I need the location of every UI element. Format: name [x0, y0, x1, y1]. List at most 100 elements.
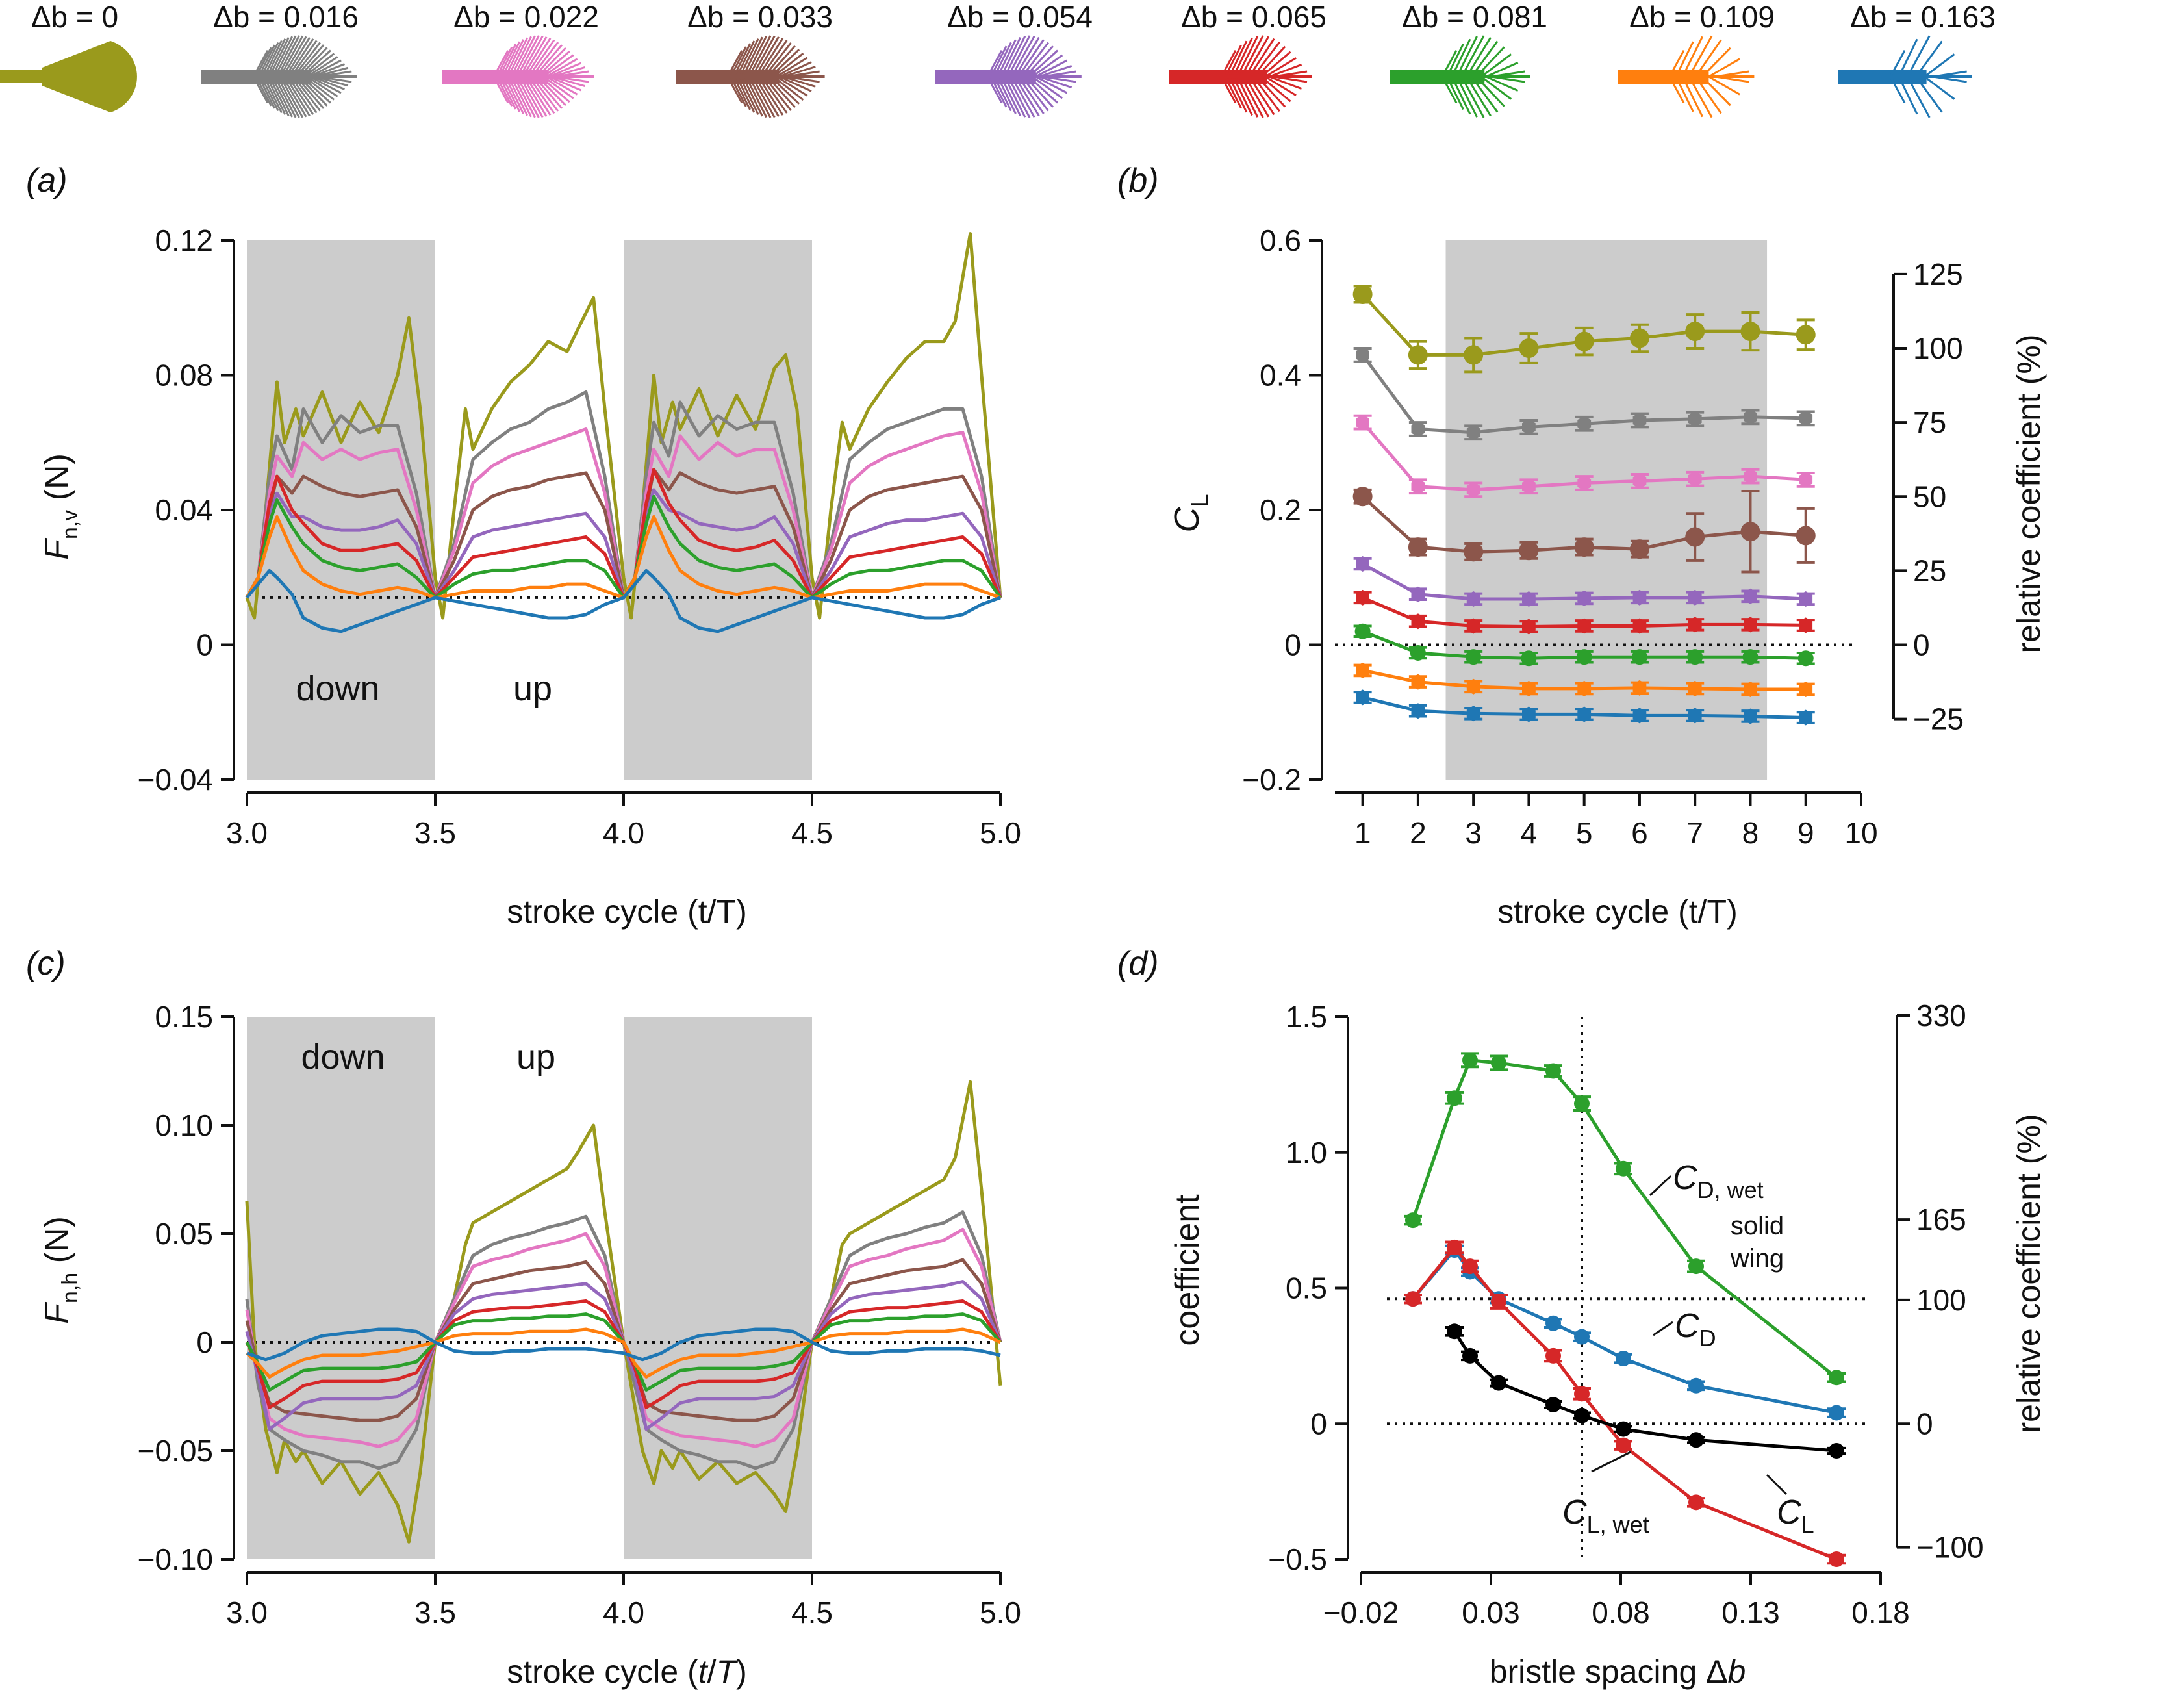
wing-bristle — [271, 76, 294, 118]
wing-bristle — [1694, 39, 1722, 77]
wing-bristle — [744, 35, 768, 77]
axes: −0.02 0.03 0.08 0.13 0.18 −0.5 0 0.5 1.0 1.5 −100 0… — [1268, 999, 1983, 1629]
wing-bristle — [522, 36, 548, 77]
y-tick-label: 0 — [196, 628, 213, 662]
data-point — [1408, 345, 1428, 365]
y2-tick-label: 75 — [1913, 405, 1946, 439]
wing-bristle — [542, 54, 574, 78]
data-point — [1797, 650, 1814, 667]
data-point — [1574, 1386, 1590, 1402]
stroke-phase-shade — [624, 1017, 812, 1559]
wing-bristle — [1248, 76, 1275, 116]
wing-bristle — [266, 38, 286, 77]
plot-area: −0.02 0.03 0.08 0.13 0.18 −0.5 0 0.5 1.0 1.5 −100 0… — [1268, 999, 1983, 1629]
wing-bristle — [993, 42, 1012, 77]
wing-bristle — [292, 42, 321, 77]
clwet-leader-line — [1591, 1451, 1631, 1473]
wing-bristle — [552, 75, 585, 88]
x-tick-label: 3.0 — [226, 1596, 268, 1629]
wing-bristle — [537, 75, 566, 107]
wing-bristle — [1028, 75, 1059, 104]
y-tick-label: 0.5 — [1286, 1271, 1327, 1305]
y-tick-label: 0.2 — [1260, 493, 1301, 527]
data-point — [1577, 706, 1592, 722]
wing-bristle — [1252, 76, 1280, 112]
wing-legend-label: Δb = 0.065 — [1181, 0, 1327, 34]
wing-bristle — [1451, 76, 1471, 115]
panel-b-ylabel: CL — [1167, 494, 1213, 532]
wing-bristle — [314, 75, 349, 87]
wing-bristle — [1035, 59, 1068, 78]
data-point — [1352, 285, 1373, 304]
wing-bristle — [739, 38, 759, 77]
data-point — [1796, 526, 1816, 546]
wing-bristle — [498, 76, 517, 110]
data-point — [1744, 409, 1757, 425]
data-point — [1462, 1347, 1478, 1364]
wing-bristle — [1248, 38, 1275, 77]
wing-bristle — [1446, 43, 1464, 77]
y-tick-label: 0 — [1284, 628, 1301, 662]
x-tick-label: −0.02 — [1323, 1596, 1399, 1629]
wing-bristle — [1220, 49, 1237, 77]
wing-bristle — [1224, 45, 1242, 77]
x-tick-label: 5.0 — [980, 816, 1021, 850]
wing-bristle — [502, 76, 521, 112]
data-point — [1352, 487, 1373, 507]
data-point — [1466, 706, 1480, 722]
series-group — [1404, 1052, 1846, 1567]
panel-b-xlabel: stroke cycle (t/T) — [1497, 893, 1737, 930]
y-tick-label: 0.4 — [1260, 359, 1301, 392]
wing-bristle — [527, 76, 555, 114]
wing-bristle — [1898, 76, 1918, 115]
wing-bristle — [548, 75, 582, 92]
wing-bristle — [513, 76, 536, 118]
data-point — [1742, 649, 1759, 665]
panel-b-cl-per-cycle: 1 2 3 4 5 6 7 8 9 10 −0.2 0 0.2 0.4 0.6 −25 0 25 50 75 100 12… — [1117, 162, 2047, 930]
wing-bristle — [993, 76, 1012, 112]
data-point — [1447, 1323, 1462, 1340]
panel-c-annotation-up: up — [516, 1038, 555, 1077]
plot-area: 1 2 3 4 5 6 7 8 9 10 −0.2 0 0.2 0.4 0.6 −25 0 25 50 75 100 12… — [1242, 223, 1964, 850]
wing-bristle — [742, 36, 763, 77]
wing-bristle — [1264, 75, 1297, 97]
panel-b-y2label: relative coefficient (%) — [2011, 335, 2047, 654]
wing-bristle — [1269, 64, 1302, 78]
wing-bristle — [1889, 76, 1906, 104]
wing-bristle — [726, 49, 743, 77]
y2-tick-label: 25 — [1913, 554, 1946, 587]
wing-bristle — [733, 43, 751, 77]
wing-bristle — [748, 35, 772, 77]
wing-bristle — [546, 58, 578, 78]
data-point — [1688, 1258, 1704, 1275]
data-point — [1616, 1160, 1631, 1177]
panel-d-label: (d) — [1117, 945, 1159, 982]
series-group — [1352, 285, 1816, 726]
wing-bristle — [1028, 49, 1059, 78]
panel-c-label: (c) — [26, 945, 66, 982]
data-point — [1574, 1407, 1590, 1423]
data-point — [1629, 539, 1649, 559]
x-tick-label: 5.0 — [980, 1596, 1021, 1629]
wing-bristle — [496, 46, 513, 77]
wing-bristle — [252, 76, 269, 104]
wing-bristle — [271, 36, 294, 77]
y-tick-label: −0.2 — [1242, 763, 1301, 797]
data-point — [1616, 1421, 1631, 1437]
wing-bristle — [733, 76, 751, 110]
wing-bristle — [285, 36, 311, 77]
wing-bristle — [279, 76, 304, 118]
wing-legend-label: Δb = 0.033 — [687, 0, 833, 34]
data-point — [1411, 421, 1425, 437]
data-point — [1829, 1405, 1844, 1421]
data-point — [1574, 1095, 1590, 1112]
wing-bristle — [290, 76, 318, 114]
wing-solid-blade — [42, 41, 137, 112]
panel-d-xlabel: bristle spacing Δb — [1490, 1653, 1746, 1690]
wing-bristle — [1024, 75, 1054, 108]
wing-bristle — [754, 76, 780, 118]
data-point — [1799, 709, 1813, 726]
wing-bristle — [1475, 46, 1505, 78]
panel-a-label: (a) — [26, 162, 68, 199]
wing-bristle — [1010, 35, 1035, 77]
